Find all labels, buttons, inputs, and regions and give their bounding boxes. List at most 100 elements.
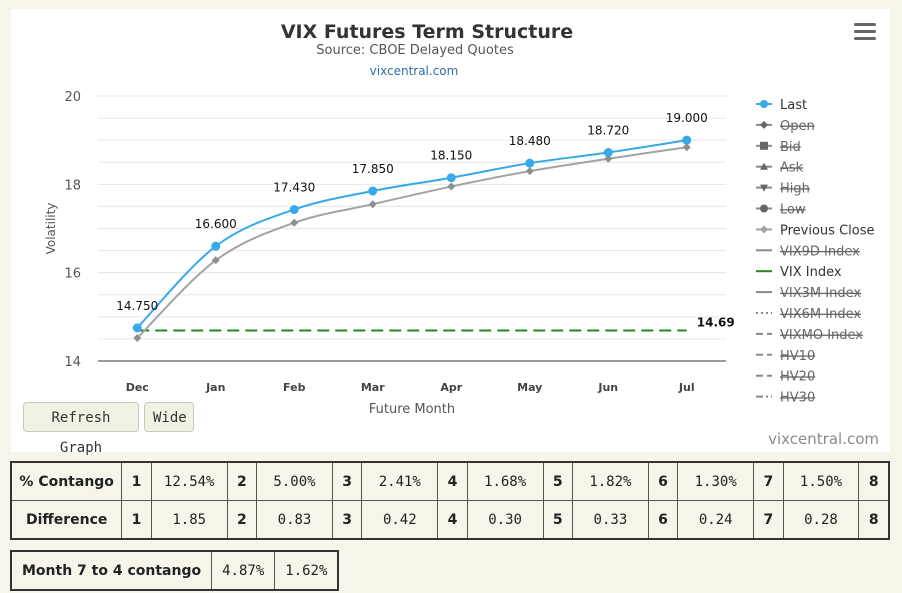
previous-close-point-apr xyxy=(447,182,456,191)
contango-month-3: 3 xyxy=(331,461,363,501)
x-tick-label-may: May xyxy=(517,381,542,394)
last-data-label-mar: 17.850 xyxy=(352,162,394,176)
x-tick-label-dec: Dec xyxy=(126,381,149,394)
previous-close-point-jan xyxy=(211,256,220,265)
last-point-apr xyxy=(446,173,456,183)
last-data-label-may: 18.480 xyxy=(509,134,551,148)
legend-item-open[interactable]: Open xyxy=(780,119,815,134)
difference-value-1: 1.85 xyxy=(150,500,228,540)
previous-close-point-jul xyxy=(682,143,691,152)
legend-item-ask[interactable]: Ask xyxy=(780,161,804,176)
legend-item-vix-index[interactable]: VIX Index xyxy=(780,265,842,280)
legend-marker-ask xyxy=(760,162,768,170)
month7-to-4-row: Month 7 to 4 contango 4.87% 1.62% xyxy=(10,550,339,591)
legend-item-hv20[interactable]: HV20 xyxy=(780,370,815,385)
y-axis-label: Volatility xyxy=(44,203,58,255)
legend-item-vix6m-index[interactable]: VIX6M Index xyxy=(780,307,861,322)
difference-month-4: 4 xyxy=(437,500,468,540)
legend-item-previous-close[interactable]: Previous Close xyxy=(780,223,875,238)
source-link[interactable]: vixcentral.com xyxy=(370,64,459,78)
legend-item-vixmo-index[interactable]: VIXMO Index xyxy=(780,328,863,343)
y-tick-label: 20 xyxy=(64,90,81,105)
x-tick-label-feb: Feb xyxy=(283,381,306,394)
legend-item-last[interactable]: Last xyxy=(780,98,807,113)
last-point-feb xyxy=(289,205,299,215)
legend-marker-previous-close xyxy=(760,225,768,234)
y-tick-label: 16 xyxy=(64,267,81,282)
x-axis-label: Future Month xyxy=(369,402,455,417)
legend-item-bid[interactable]: Bid xyxy=(780,140,801,155)
last-data-label-apr: 18.150 xyxy=(430,149,472,163)
last-data-label-jun: 18.720 xyxy=(587,124,629,138)
difference-month-5: 5 xyxy=(542,500,573,540)
contango-month-1: 1 xyxy=(121,461,152,501)
last-point-may xyxy=(525,158,535,168)
month7-to-4-table: Month 7 to 4 contango 4.87% 1.62% xyxy=(10,550,340,591)
contango-value-5: 1.82% xyxy=(571,461,649,501)
contango-month-4: 4 xyxy=(437,461,468,501)
difference-value-4: 0.30 xyxy=(466,500,544,540)
difference-row: Difference 1 1.85 2 0.83 3 0.42 4 0.30 5 0.33 6 0.2… xyxy=(10,500,890,540)
difference-month-8: 8 xyxy=(858,500,890,540)
legend-item-high[interactable]: High xyxy=(780,182,810,197)
last-data-label-jan: 16.600 xyxy=(195,217,237,231)
last-point-mar xyxy=(368,186,378,196)
legend-item-vix3m-index[interactable]: VIX3M Index xyxy=(780,286,861,301)
month7-to-4-value-1: 4.87% xyxy=(211,550,276,591)
contango-value-1: 12.54% xyxy=(150,461,228,501)
x-tick-label-jun: Jun xyxy=(597,381,618,394)
contango-value-2: 5.00% xyxy=(256,461,333,501)
x-tick-label-mar: Mar xyxy=(361,381,385,394)
refresh-graph-button[interactable]: Refresh Graph xyxy=(23,402,139,456)
contango-value-3: 2.41% xyxy=(361,461,439,501)
difference-value-3: 0.42 xyxy=(361,500,439,540)
contango-label: % Contango xyxy=(10,461,123,501)
legend-item-hv30[interactable]: HV30 xyxy=(780,391,815,406)
last-point-jan xyxy=(211,241,221,251)
previous-close-point-dec xyxy=(133,334,142,343)
last-data-label-feb: 17.430 xyxy=(273,181,315,195)
contango-row: % Contango 1 12.54% 2 5.00% 3 2.41% 4 1.68% 5 1.8… xyxy=(10,461,890,501)
legend-marker-last xyxy=(760,100,768,108)
contango-month-6: 6 xyxy=(647,461,679,501)
y-tick-label: 18 xyxy=(64,178,81,193)
difference-month-6: 6 xyxy=(647,500,679,540)
month7-to-4-label: Month 7 to 4 contango xyxy=(10,550,213,591)
difference-month-3: 3 xyxy=(331,500,363,540)
previous-close-point-may xyxy=(525,167,534,176)
previous-close-point-jun xyxy=(604,154,613,163)
chart-subtitle: Source: CBOE Delayed Quotes xyxy=(316,43,514,58)
difference-month-1: 1 xyxy=(121,500,152,540)
vix-index-label: 14.69 xyxy=(697,316,735,330)
contango-month-8: 8 xyxy=(858,461,890,501)
last-data-label-jul: 19.000 xyxy=(666,111,708,125)
legend-item-vix9d-index[interactable]: VIX9D Index xyxy=(780,244,860,259)
legend-marker-high xyxy=(760,184,768,192)
difference-value-2: 0.83 xyxy=(256,500,333,540)
contango-value-6: 1.30% xyxy=(677,461,755,501)
contango-value-4: 1.68% xyxy=(466,461,544,501)
last-point-jun xyxy=(603,148,613,158)
legend-item-low[interactable]: Low xyxy=(780,203,806,218)
last-point-dec xyxy=(132,323,142,333)
wide-button[interactable]: Wide xyxy=(144,402,194,432)
last-data-label-dec: 14.750 xyxy=(116,299,158,313)
contango-table: % Contango 1 12.54% 2 5.00% 3 2.41% 4 1.68% 5 1.8… xyxy=(10,461,890,540)
month7-to-4-value-2: 1.62% xyxy=(274,550,339,591)
difference-value-6: 0.24 xyxy=(677,500,755,540)
difference-month-2: 2 xyxy=(226,500,258,540)
y-tick-label: 14 xyxy=(64,355,81,370)
chart-title: VIX Futures Term Structure xyxy=(281,21,573,43)
chart-credit[interactable]: vixcentral.com xyxy=(768,430,879,448)
difference-month-7: 7 xyxy=(753,500,784,540)
difference-value-7: 0.28 xyxy=(782,500,860,540)
x-tick-label-jan: Jan xyxy=(205,381,225,394)
legend-marker-open xyxy=(760,120,768,129)
legend-item-hv10[interactable]: HV10 xyxy=(780,349,815,364)
chart-menu-icon[interactable] xyxy=(854,23,876,41)
contango-month-5: 5 xyxy=(542,461,573,501)
previous-close-point-feb xyxy=(290,218,299,227)
contango-month-7: 7 xyxy=(753,461,784,501)
contango-value-7: 1.50% xyxy=(782,461,860,501)
